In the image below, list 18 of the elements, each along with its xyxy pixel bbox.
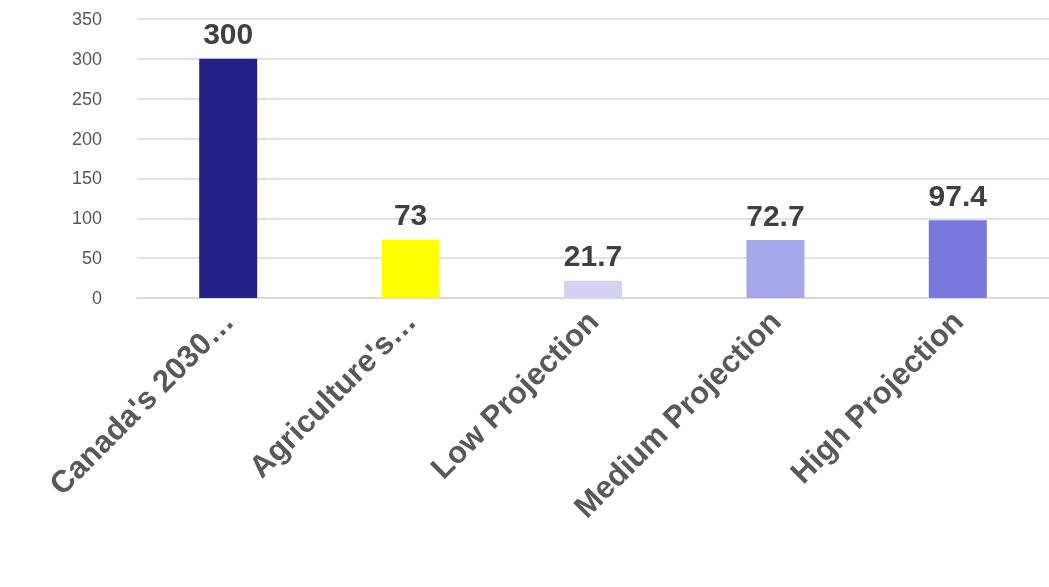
y-tick-label: 50 bbox=[81, 248, 102, 269]
bar bbox=[746, 240, 805, 298]
y-tick-label: 350 bbox=[71, 9, 102, 29]
y-tick-label: 300 bbox=[71, 48, 102, 69]
data-label: 72.7 bbox=[746, 198, 805, 232]
y-tick-label: 150 bbox=[71, 168, 102, 189]
y-tick-label: 250 bbox=[71, 88, 102, 109]
bar bbox=[199, 58, 258, 298]
bar bbox=[381, 239, 440, 298]
data-label: 97.4 bbox=[928, 178, 988, 212]
y-tick-label: 200 bbox=[71, 128, 102, 149]
bar bbox=[928, 220, 987, 298]
bar bbox=[564, 280, 622, 298]
data-label: 300 bbox=[203, 17, 254, 51]
y-tick-label: 100 bbox=[71, 208, 102, 229]
data-label: 21.7 bbox=[563, 239, 623, 273]
data-label: 73 bbox=[393, 198, 428, 232]
y-tick-label: 0 bbox=[91, 288, 102, 308]
